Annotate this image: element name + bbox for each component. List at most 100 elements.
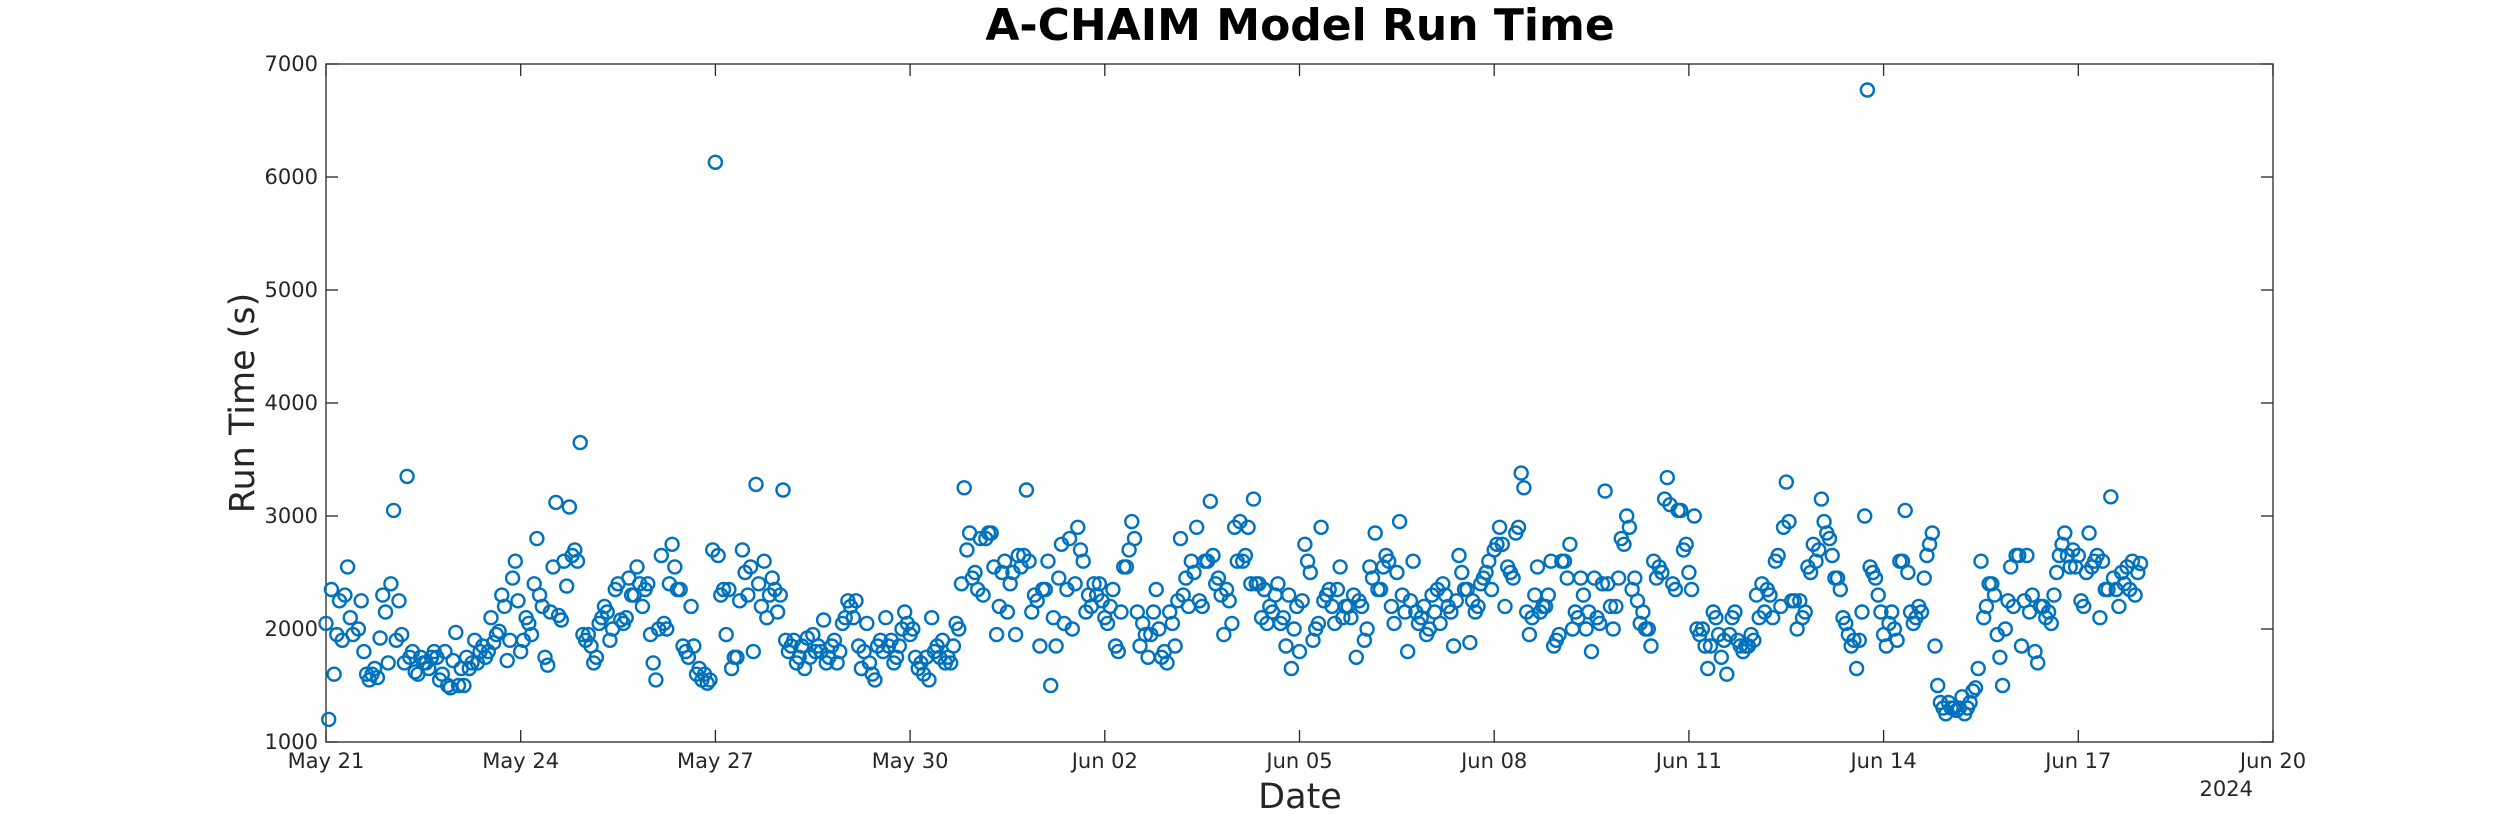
data-point bbox=[1489, 536, 1505, 552]
data-point bbox=[1873, 604, 1889, 620]
data-point bbox=[1770, 547, 1786, 564]
data-point bbox=[1824, 547, 1840, 564]
data-point bbox=[1042, 677, 1059, 694]
data-point bbox=[559, 578, 575, 594]
y-axis-label: Run Time (s) bbox=[223, 293, 263, 514]
data-point bbox=[1516, 480, 1532, 496]
data-point bbox=[2111, 598, 2127, 615]
data-point bbox=[983, 525, 999, 541]
data-point bbox=[1210, 570, 1227, 586]
data-point bbox=[1367, 525, 1383, 541]
data-point bbox=[1051, 570, 1067, 586]
data-point bbox=[1521, 626, 1538, 643]
data-point bbox=[1186, 564, 1202, 581]
data-point bbox=[1673, 502, 1689, 519]
data-point bbox=[1719, 666, 1735, 682]
data-point bbox=[1348, 649, 1365, 665]
data-point bbox=[1372, 581, 1389, 598]
data-point bbox=[1243, 576, 1259, 592]
data-point bbox=[1275, 610, 1292, 626]
data-point bbox=[464, 655, 480, 671]
data-point bbox=[1813, 491, 1830, 507]
data-point bbox=[1551, 626, 1567, 643]
data-point bbox=[339, 559, 356, 575]
data-point bbox=[775, 482, 791, 498]
data-point bbox=[715, 581, 732, 598]
data-point bbox=[572, 434, 588, 451]
data-point bbox=[848, 593, 864, 609]
data-point bbox=[640, 576, 656, 592]
data-point bbox=[1602, 598, 1619, 615]
data-point bbox=[2081, 525, 2097, 541]
data-point bbox=[491, 623, 507, 639]
data-point bbox=[1746, 632, 1762, 648]
data-point bbox=[1018, 482, 1035, 498]
data-point bbox=[707, 154, 724, 171]
data-point bbox=[2127, 587, 2143, 603]
data-point bbox=[1321, 581, 1337, 598]
data-point bbox=[956, 480, 972, 496]
data-point bbox=[548, 494, 564, 511]
data-point bbox=[1194, 598, 1210, 615]
data-point bbox=[2070, 547, 2087, 564]
data-point bbox=[1575, 587, 1592, 603]
data-point bbox=[1032, 638, 1048, 654]
data-point bbox=[1164, 615, 1181, 632]
x-axis: May 21 May 24 May 27 May 30 Jun 02 Jun 05 Jun … bbox=[288, 64, 2306, 773]
data-point bbox=[1786, 593, 1803, 609]
data-point bbox=[648, 672, 664, 688]
data-point bbox=[1391, 513, 1408, 530]
data-point bbox=[1924, 525, 1941, 541]
data-point bbox=[702, 672, 718, 688]
data-point bbox=[1859, 82, 1876, 98]
data-point bbox=[323, 581, 340, 598]
data-point bbox=[1556, 553, 1573, 569]
data-point bbox=[385, 502, 402, 519]
data-point bbox=[380, 655, 396, 671]
data-point bbox=[1610, 570, 1627, 586]
data-point bbox=[1099, 615, 1116, 632]
data-point bbox=[1451, 547, 1467, 564]
data-point bbox=[1594, 576, 1611, 592]
x-tick-label: Jun 02 bbox=[1070, 749, 1138, 773]
data-point bbox=[729, 649, 745, 665]
data-point bbox=[943, 655, 959, 671]
data-point bbox=[1848, 660, 1865, 677]
data-point bbox=[1497, 598, 1513, 615]
data-point bbox=[905, 621, 921, 637]
data-point bbox=[1283, 660, 1300, 677]
data-point bbox=[2075, 598, 2092, 615]
data-point bbox=[377, 604, 394, 620]
data-point bbox=[1702, 638, 1719, 654]
data-point bbox=[1386, 615, 1402, 632]
data-point bbox=[1591, 615, 1608, 632]
data-point bbox=[1448, 593, 1465, 609]
data-point bbox=[1797, 604, 1813, 620]
data-point bbox=[1778, 474, 1795, 490]
data-point bbox=[618, 610, 634, 626]
data-point bbox=[1967, 680, 1984, 696]
data-point bbox=[1513, 465, 1529, 481]
x-tick-label: Jun 17 bbox=[2043, 749, 2111, 773]
data-point bbox=[1654, 564, 1670, 581]
data-point bbox=[1870, 587, 1886, 603]
data-point bbox=[959, 542, 975, 558]
data-point bbox=[342, 610, 358, 626]
data-point bbox=[2029, 655, 2046, 671]
data-point bbox=[1172, 530, 1189, 547]
data-point bbox=[1608, 598, 1624, 615]
data-point bbox=[1643, 638, 1659, 654]
y-tick-label: 6000 bbox=[265, 165, 318, 189]
data-point bbox=[2062, 559, 2078, 575]
data-point bbox=[1697, 638, 1713, 654]
data-point bbox=[1075, 553, 1091, 569]
data-point bbox=[369, 669, 386, 686]
data-point bbox=[326, 666, 342, 682]
data-point bbox=[1454, 564, 1470, 581]
data-point bbox=[1929, 677, 1946, 694]
data-point bbox=[1994, 677, 2011, 694]
data-point bbox=[321, 711, 337, 728]
data-point bbox=[507, 553, 523, 569]
data-point bbox=[748, 476, 764, 493]
data-point bbox=[553, 612, 569, 628]
